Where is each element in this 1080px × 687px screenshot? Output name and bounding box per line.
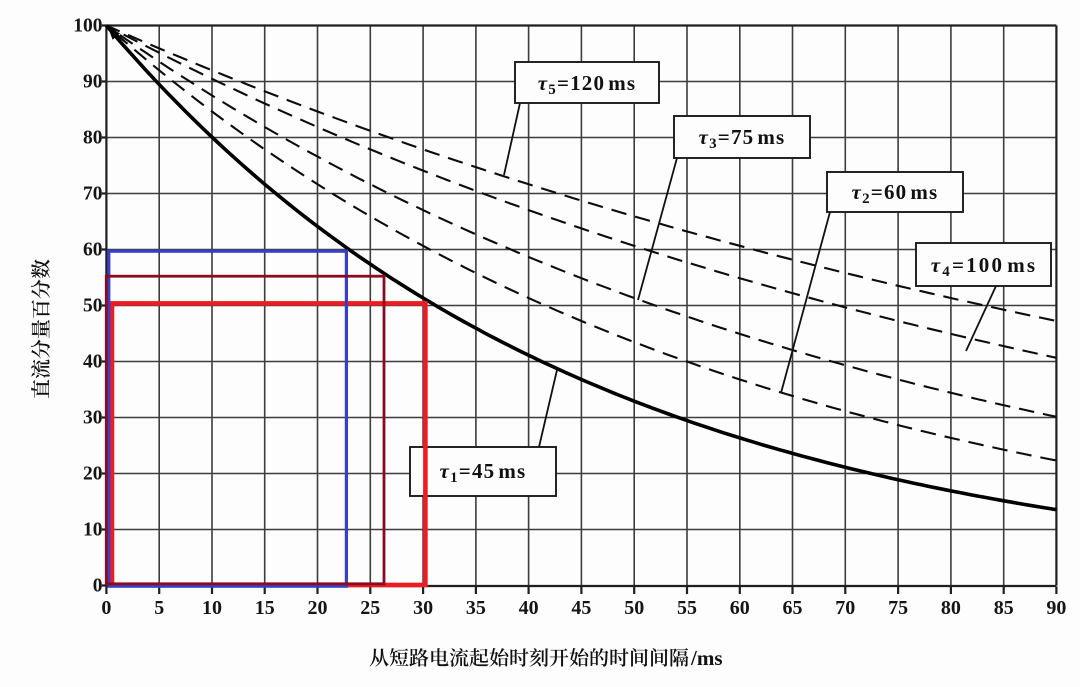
svg-text:50: 50 <box>83 296 103 317</box>
svg-text:40: 40 <box>83 352 103 373</box>
svg-text:100: 100 <box>73 16 102 37</box>
svg-text:70: 70 <box>83 184 103 205</box>
svg-text:85: 85 <box>994 597 1014 619</box>
svg-text:45: 45 <box>571 597 591 619</box>
svg-text:0: 0 <box>101 597 111 619</box>
svg-text:5: 5 <box>154 597 164 619</box>
svg-text:20: 20 <box>83 464 103 485</box>
svg-text:10: 10 <box>202 597 222 619</box>
svg-text:/ms: /ms <box>690 646 723 670</box>
svg-text:90: 90 <box>83 72 103 93</box>
svg-text:30: 30 <box>83 408 103 429</box>
svg-text:80: 80 <box>83 128 103 149</box>
svg-text:35: 35 <box>466 597 486 619</box>
svg-text:90: 90 <box>1046 597 1066 619</box>
svg-text:15: 15 <box>255 597 275 619</box>
svg-text:55: 55 <box>677 597 697 619</box>
svg-text:40: 40 <box>519 597 539 619</box>
svg-text:70: 70 <box>835 597 855 619</box>
svg-text:60: 60 <box>730 597 750 619</box>
svg-text:10: 10 <box>83 520 103 541</box>
svg-text:25: 25 <box>360 597 380 619</box>
svg-text:75: 75 <box>888 597 908 619</box>
svg-text:0: 0 <box>93 576 103 597</box>
svg-text:20: 20 <box>308 597 328 619</box>
svg-text:50: 50 <box>624 597 644 619</box>
svg-text:80: 80 <box>941 597 961 619</box>
svg-text:65: 65 <box>783 597 803 619</box>
svg-text:30: 30 <box>413 597 433 619</box>
svg-text:60: 60 <box>83 240 103 261</box>
